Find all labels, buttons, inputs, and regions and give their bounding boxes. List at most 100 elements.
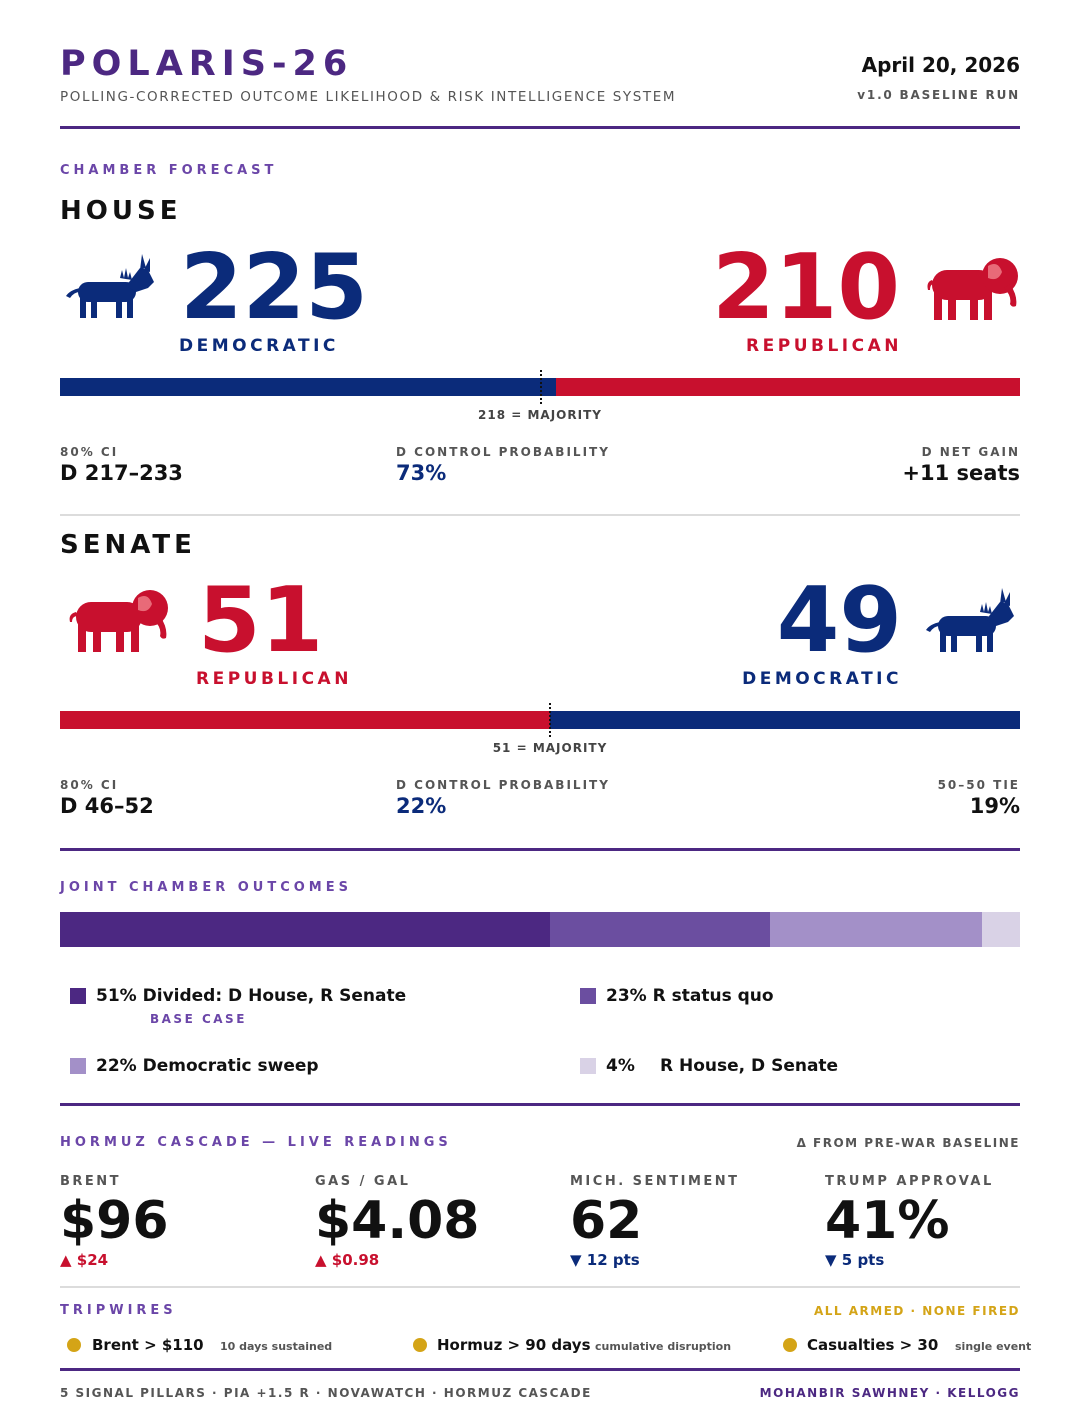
down-arrow-icon: ▼ (570, 1251, 582, 1269)
senate-title: SENATE (60, 530, 196, 560)
tripwire-name: Brent > $110 (92, 1336, 204, 1354)
indicator-delta: $24 (76, 1251, 109, 1269)
house-gain-label: D NET GAIN (921, 445, 1020, 459)
senate-ci-label: 80% CI (60, 778, 119, 792)
indicator-label: GAS / GAL (315, 1174, 411, 1189)
joint-segment-dem-sweep (770, 912, 982, 947)
senate-dem-seats: 49 (776, 568, 902, 673)
house-prob-label: D CONTROL PROBABILITY (396, 445, 610, 459)
tripwire-note: cumulative disruption (595, 1340, 732, 1353)
legend-label: Divided: D House, R Senate (142, 986, 407, 1006)
senate-dem-bar-segment (550, 711, 1020, 729)
indicator-approval: TRUMP APPROVAL 41% ▼ 5 pts (825, 1174, 1020, 1274)
house-rep-label: REPUBLICAN (746, 336, 902, 356)
brand-subtitle: POLLING-CORRECTED OUTCOME LIKELIHOOD & R… (60, 89, 677, 105)
legend-pct: 22% (96, 1056, 137, 1076)
house-seat-bar (60, 378, 1020, 396)
house-rep-seats: 210 (712, 235, 900, 340)
legend-label: R status quo (652, 986, 774, 1006)
senate-rep-seats: 51 (198, 568, 324, 673)
senate-rep-bar-segment (60, 711, 550, 729)
indicator-delta: 12 pts (586, 1251, 640, 1269)
joint-outcomes-bar (60, 912, 1020, 947)
tripwire-note: 10 days sustained (220, 1340, 333, 1353)
indicator-gas: GAS / GAL $4.08 ▲ $0.98 (315, 1174, 565, 1274)
legend-pct: 51% (96, 986, 137, 1006)
legend-swatch (70, 1058, 86, 1074)
cascade-divider (60, 1286, 1020, 1288)
cascade-baseline-label: Δ FROM PRE-WAR BASELINE (796, 1136, 1020, 1150)
senate-dem-label: DEMOCRATIC (742, 669, 902, 689)
up-arrow-icon: ▲ (60, 1251, 72, 1269)
indicator-value: 41% (825, 1191, 950, 1251)
tripwire-note: single event (955, 1340, 1032, 1353)
house-dem-label: DEMOCRATIC (179, 336, 339, 356)
joint-outcomes-label: JOINT CHAMBER OUTCOMES (60, 880, 352, 895)
legend-swatch (70, 988, 86, 1004)
legend-swatch (580, 988, 596, 1004)
house-gain-value: +11 seats (902, 461, 1020, 485)
tripwires-label: TRIPWIRES (60, 1303, 177, 1318)
joint-segment-r-status-quo (549, 912, 771, 947)
donkey-icon (926, 588, 1014, 652)
legend-swatch (580, 1058, 596, 1074)
indicator-delta: 5 pts (841, 1251, 885, 1269)
chamber-divider (60, 848, 1020, 851)
base-case-badge: BASE CASE (150, 1012, 247, 1026)
indicator-sentiment: MICH. SENTIMENT 62 ▼ 12 pts (570, 1174, 820, 1274)
header-divider (60, 126, 1020, 129)
footer-author: MOHANBIR SAWHNEY · KELLOGG (759, 1386, 1020, 1400)
legend-label: R House, D Senate (660, 1056, 839, 1076)
house-title: HOUSE (60, 196, 182, 226)
senate-ci-value: D 46–52 (60, 794, 154, 818)
armed-indicator-icon (413, 1338, 427, 1352)
senate-prob-label: D CONTROL PROBABILITY (396, 778, 610, 792)
house-prob-value: 73% (396, 461, 447, 485)
joint-segment-r-house-d-senate (981, 912, 1020, 947)
house-senate-divider (60, 514, 1020, 516)
up-arrow-icon: ▲ (315, 1251, 327, 1269)
house-dem-seats: 225 (180, 235, 368, 340)
tripwire-name: Casualties > 30 (807, 1336, 939, 1354)
joint-divider (60, 1103, 1020, 1106)
tripwires-status: ALL ARMED · NONE FIRED (813, 1304, 1020, 1318)
joint-segment-divided (60, 912, 550, 947)
indicator-brent: BRENT $96 ▲ $24 (60, 1174, 310, 1274)
indicator-label: BRENT (60, 1174, 122, 1189)
down-arrow-icon: ▼ (825, 1251, 837, 1269)
indicator-value: 62 (570, 1191, 643, 1251)
indicator-delta: $0.98 (331, 1251, 380, 1269)
indicator-value: $4.08 (315, 1191, 480, 1251)
elephant-icon (927, 258, 1018, 320)
house-rep-bar-segment (556, 378, 1020, 396)
brand-title: POLARIS-26 (60, 44, 354, 84)
elephant-icon (69, 590, 168, 652)
footer-methodology: 5 SIGNAL PILLARS · PIA +1.5 R · NOVAWATC… (60, 1386, 592, 1400)
senate-majority-marker (549, 703, 551, 737)
chamber-forecast-label: CHAMBER FORECAST (60, 163, 278, 178)
house-ci-value: D 217–233 (60, 461, 183, 485)
cascade-label: HORMUZ CASCADE — LIVE READINGS (60, 1135, 452, 1150)
senate-prob-value: 22% (396, 794, 447, 818)
indicator-label: TRUMP APPROVAL (825, 1174, 994, 1189)
senate-rep-label: REPUBLICAN (196, 669, 352, 689)
house-ci-label: 80% CI (60, 445, 119, 459)
house-majority-label: 218 = MAJORITY (478, 408, 602, 422)
report-date: April 20, 2026 (861, 53, 1020, 77)
armed-indicator-icon (67, 1338, 81, 1352)
senate-majority-label: 51 = MAJORITY (492, 741, 608, 755)
armed-indicator-icon (783, 1338, 797, 1352)
senate-tie-value: 19% (969, 794, 1020, 818)
tripwire-name: Hormuz > 90 days (437, 1336, 591, 1354)
senate-tie-label: 50–50 TIE (937, 778, 1020, 792)
run-label: v1.0 BASELINE RUN (857, 88, 1020, 102)
indicator-label: MICH. SENTIMENT (570, 1174, 740, 1189)
indicator-value: $96 (60, 1191, 169, 1251)
house-majority-marker (540, 370, 542, 404)
donkey-icon (66, 254, 154, 318)
legend-pct: 23% (606, 986, 647, 1006)
footer-divider (60, 1368, 1020, 1371)
legend-label: Democratic sweep (142, 1056, 319, 1076)
senate-seat-bar (60, 711, 1020, 729)
house-dem-bar-segment (60, 378, 556, 396)
